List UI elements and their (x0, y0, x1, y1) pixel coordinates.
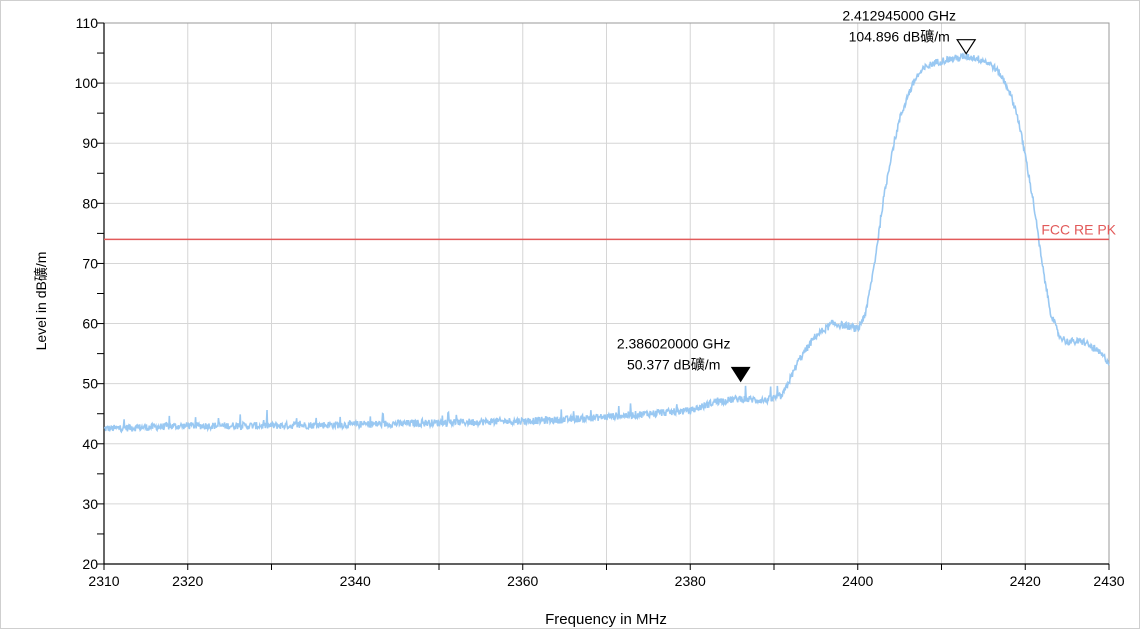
y-tick-label: 30 (82, 496, 98, 512)
trace-layer (103, 51, 1110, 434)
x-tick-label: 2380 (675, 573, 706, 589)
marker-filled-icon (730, 366, 751, 383)
marker-frequency-label: 2.412945000 GHz (842, 8, 956, 24)
marker-layer: 2.386020000 GHz 50.377 dB礦/m 2.412945000 G… (617, 8, 977, 383)
x-tick-label: 2400 (842, 573, 873, 589)
limit-layer: FCC RE PK (104, 221, 1117, 241)
y-tick-label: 20 (82, 556, 98, 572)
y-axis-label: Level in dB礦/m (33, 252, 49, 351)
x-tick-label: 2430 (1093, 573, 1124, 589)
x-tick-label: 2420 (1010, 573, 1041, 589)
limit-label: FCC RE PK (1041, 221, 1116, 237)
y-tick-label: 50 (82, 376, 98, 392)
marker-level-label: 50.377 dB礦/m (627, 356, 720, 372)
grid (103, 22, 1110, 565)
x-tick-label: 2320 (172, 573, 203, 589)
x-tick-label: 2310 (88, 573, 119, 589)
y-tick-label: 70 (82, 255, 98, 271)
x-tick-label: 2340 (340, 573, 371, 589)
marker-frequency-label: 2.386020000 GHz (617, 335, 731, 351)
y-tick-label: 80 (82, 195, 98, 211)
marker-hollow-icon (956, 39, 977, 55)
marker-level-label: 104.896 dB礦/m (849, 29, 950, 45)
y-tick-label: 100 (75, 75, 99, 91)
y-tick-label: 90 (82, 135, 98, 151)
trace-line (103, 51, 1110, 434)
x-axis-label: Frequency in MHz (545, 611, 667, 628)
y-tick-label: 40 (82, 436, 98, 452)
y-tick-label: 60 (82, 316, 98, 332)
axes: 20 30 40 50 60 70 80 90 100 110 2310 2320 2340 2360 23… (75, 15, 1125, 589)
y-tick-label: 110 (76, 15, 99, 31)
x-tick-label: 2360 (507, 573, 538, 589)
